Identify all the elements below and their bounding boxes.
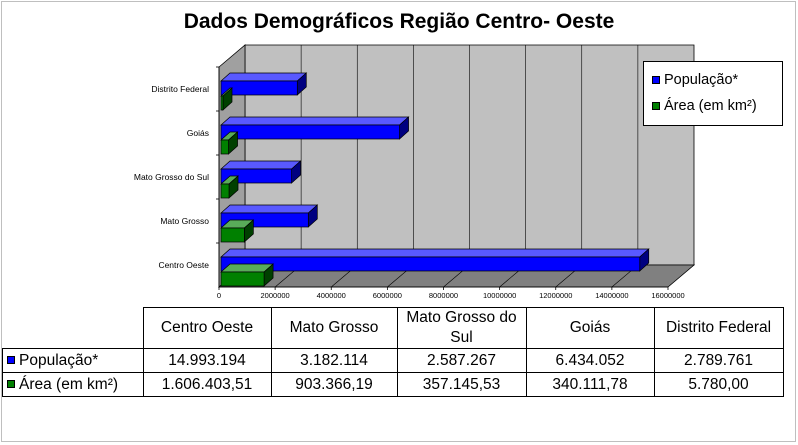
bar-area [220, 95, 224, 111]
table-cell: 357.145,53 [396, 372, 527, 397]
table-header-cell: Mato Grosso [270, 307, 398, 349]
table-row-population: População* 14.993.194 3.182.114 2.587.26… [2, 348, 784, 373]
table-row-header-area: Área (em km²) [2, 372, 144, 397]
bar-area [220, 183, 230, 199]
bar-top-face [220, 204, 319, 214]
table-cell: 3.182.114 [270, 348, 398, 373]
x-tick-label: 8000000 [429, 291, 458, 300]
table-cell: 2.587.267 [396, 348, 527, 373]
table-cell: 14.993.194 [142, 348, 272, 373]
table-swatch-population [7, 355, 15, 364]
bar-area [220, 139, 229, 155]
y-category-label: Mato Grosso do Sul [134, 172, 209, 182]
x-tick-label: 10000000 [483, 291, 516, 300]
x-tick-label: 4000000 [317, 291, 346, 300]
table-header-cell: Mato Grosso do Sul [396, 307, 527, 349]
table-cell: 6.434.052 [525, 348, 655, 373]
table-row-label: População* [19, 351, 99, 369]
table-row-area: Área (em km²) 1.606.403,51 903.366,19 35… [2, 372, 784, 397]
y-category-label: Mato Grosso [160, 216, 209, 226]
bar-top-face [220, 116, 410, 126]
legend-swatch-population [652, 76, 660, 84]
table-cell: 5.780,00 [653, 372, 784, 397]
table-header-cell: Centro Oeste [142, 307, 272, 349]
table-header-cell: Goiás [525, 307, 655, 349]
bar-top-face [220, 248, 650, 258]
bar-population [220, 168, 292, 184]
table-row-label: Área (em km²) [19, 375, 119, 393]
x-tick-label: 2000000 [261, 291, 290, 300]
legend-item-population: População* [652, 70, 738, 90]
bar-population [220, 256, 641, 272]
table-header-row: Centro Oeste Mato Grosso Mato Grosso do … [2, 307, 784, 349]
bar-population [220, 124, 400, 140]
bar-area [220, 227, 245, 243]
table-cell: 1.606.403,51 [142, 372, 272, 397]
legend-swatch-area [652, 102, 660, 110]
table-cell: 2.789.761 [653, 348, 784, 373]
legend-label-population: População* [664, 72, 739, 88]
chart-title: Dados Demográficos Região Centro- Oeste [183, 10, 615, 33]
legend-item-area: Área (em km²) [652, 96, 757, 116]
x-tick-label: 6000000 [373, 291, 402, 300]
legend: População* Área (em km²) [643, 61, 783, 126]
table-swatch-area [7, 379, 15, 388]
y-category-label: Centro Oeste [158, 260, 209, 270]
table-cell: 903.366,19 [270, 372, 398, 397]
bar-top-face [220, 72, 308, 82]
x-tick-label: 16000000 [651, 291, 684, 300]
data-table: Centro Oeste Mato Grosso Mato Grosso do … [2, 307, 784, 397]
legend-label-area: Área (em km²) [664, 98, 757, 114]
x-tick-label: 12000000 [539, 291, 572, 300]
bar-population [220, 80, 298, 96]
x-tick-label: 0 [217, 291, 221, 300]
y-category-label: Distrito Federal [151, 84, 209, 94]
bar-area [220, 271, 265, 287]
y-category-label: Goiás [187, 128, 209, 138]
table-corner [2, 307, 144, 349]
x-tick-label: 14000000 [595, 291, 628, 300]
table-row-header-population: População* [2, 348, 144, 373]
table-cell: 340.111,78 [525, 372, 655, 397]
bar-top-face [220, 160, 302, 170]
table-header-cell: Distrito Federal [653, 307, 784, 349]
